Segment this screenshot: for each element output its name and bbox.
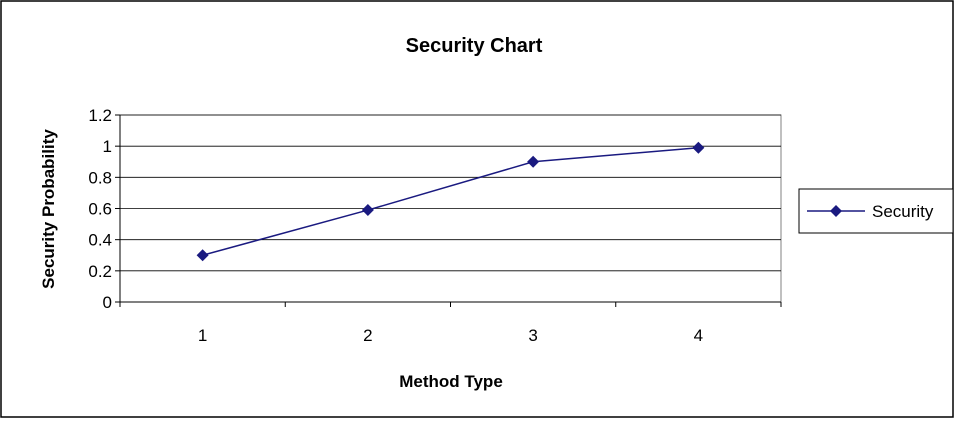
legend-diamond-marker bbox=[830, 205, 842, 217]
x-tick-label: 4 bbox=[694, 326, 703, 345]
y-axis-title: Security Probability bbox=[39, 129, 58, 289]
legend: Security bbox=[798, 188, 954, 234]
data-point-diamond bbox=[527, 155, 540, 168]
data-point-diamond bbox=[196, 249, 209, 262]
legend-series-label: Security bbox=[872, 202, 934, 221]
x-tick-label: 2 bbox=[363, 326, 372, 345]
chart-title: Security Chart bbox=[406, 35, 543, 57]
x-axis-title: Method Type bbox=[399, 372, 503, 391]
y-tick-label: 1.2 bbox=[88, 106, 112, 125]
series-line-security bbox=[202, 146, 699, 256]
plot-area: 0 0.2 0.4 0.6 0.8 1 1.2 1 2 3 4 bbox=[88, 106, 782, 345]
y-tick-label: 0.6 bbox=[88, 200, 112, 219]
x-tick-label: 3 bbox=[528, 326, 537, 345]
y-tick-label: 0.2 bbox=[88, 262, 112, 281]
data-point-diamond bbox=[361, 204, 374, 217]
y-tick-label: 0.4 bbox=[88, 231, 112, 250]
y-tick-label: 0 bbox=[103, 293, 112, 312]
x-tick-label: 1 bbox=[198, 326, 207, 345]
y-tick-label: 0.8 bbox=[88, 168, 112, 187]
y-tick-label: 1 bbox=[103, 137, 112, 156]
data-point-diamond bbox=[692, 141, 705, 154]
